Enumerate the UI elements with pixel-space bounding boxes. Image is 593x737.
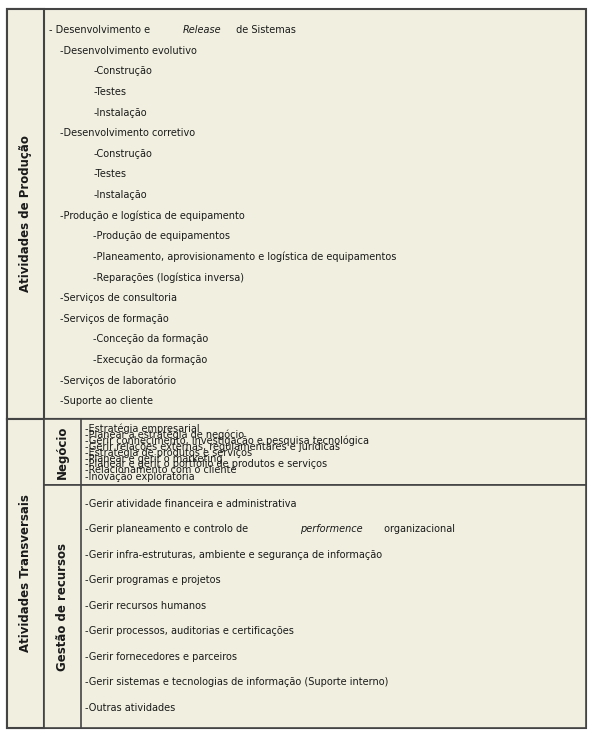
Text: -Serviços de consultoria: -Serviços de consultoria <box>60 293 177 303</box>
Text: -Construção: -Construção <box>93 66 152 77</box>
Text: -Gerir conhecimento, investigação e pesquisa tecnológica: -Gerir conhecimento, investigação e pesq… <box>85 436 369 446</box>
FancyBboxPatch shape <box>44 419 81 485</box>
Text: organizacional: organizacional <box>381 524 455 534</box>
Text: de Sistemas: de Sistemas <box>233 25 296 35</box>
Text: -Relacionamento com o cliente: -Relacionamento com o cliente <box>85 465 237 475</box>
FancyBboxPatch shape <box>44 419 586 485</box>
Text: -Planear e gerir o portfolio de produtos e serviços: -Planear e gerir o portfolio de produtos… <box>85 459 327 469</box>
Text: -Construção: -Construção <box>93 149 152 158</box>
FancyBboxPatch shape <box>7 419 44 728</box>
Text: -Gerir fornecedores e parceiros: -Gerir fornecedores e parceiros <box>85 652 237 662</box>
Text: -Gerir programas e projetos: -Gerir programas e projetos <box>85 576 221 585</box>
Text: -Serviços de formação: -Serviços de formação <box>60 313 169 324</box>
Text: -Gerir recursos humanos: -Gerir recursos humanos <box>85 601 206 611</box>
Text: -Outras atividades: -Outras atividades <box>85 703 176 713</box>
Text: -Gerir infra-estruturas, ambiente e segurança de informação: -Gerir infra-estruturas, ambiente e segu… <box>85 550 382 560</box>
Text: - Desenvolvimento e: - Desenvolvimento e <box>49 25 153 35</box>
Text: -Testes: -Testes <box>93 87 126 97</box>
Text: -Planeamento, aprovisionamento e logística de equipamentos: -Planeamento, aprovisionamento e logísti… <box>93 251 397 262</box>
Text: Gestão de recursos: Gestão de recursos <box>56 542 69 671</box>
Text: -Inovação exploratória: -Inovação exploratória <box>85 471 195 481</box>
Text: performence: performence <box>300 524 362 534</box>
Text: -Gerir sistemas e tecnologias de informação (Suporte interno): -Gerir sistemas e tecnologias de informa… <box>85 677 389 688</box>
Text: -Desenvolvimento evolutivo: -Desenvolvimento evolutivo <box>60 46 197 56</box>
Text: -Testes: -Testes <box>93 170 126 179</box>
Text: -Gerir atividade financeira e administrativa: -Gerir atividade financeira e administra… <box>85 499 297 509</box>
Text: -Instalação: -Instalação <box>93 108 146 118</box>
FancyBboxPatch shape <box>44 485 586 728</box>
Text: -Desenvolvimento corretivo: -Desenvolvimento corretivo <box>60 128 196 138</box>
Text: Negócio: Negócio <box>56 425 69 478</box>
Text: -Estratégia de produtos e serviços: -Estratégia de produtos e serviços <box>85 447 253 458</box>
Text: -Reparações (logística inversa): -Reparações (logística inversa) <box>93 272 244 282</box>
Text: -Gerir processos, auditorias e certificações: -Gerir processos, auditorias e certifica… <box>85 626 294 637</box>
Text: -Planear a estratégia de negócio: -Planear a estratégia de negócio <box>85 430 244 440</box>
Text: -Planear e gerir o marketing: -Planear e gerir o marketing <box>85 453 223 464</box>
FancyBboxPatch shape <box>7 419 586 728</box>
Text: -Estratégia empresarial: -Estratégia empresarial <box>85 424 200 434</box>
Text: Atividades de Produção: Atividades de Produção <box>19 136 32 292</box>
Text: -Gerir relações externas, regulamentares e jurídicas: -Gerir relações externas, regulamentares… <box>85 441 340 452</box>
FancyBboxPatch shape <box>44 485 81 728</box>
Text: -Serviços de laboratório: -Serviços de laboratório <box>60 375 177 385</box>
Text: -Instalação: -Instalação <box>93 190 146 200</box>
Text: -Suporte ao cliente: -Suporte ao cliente <box>60 396 154 406</box>
Text: -Gerir planeamento e controlo de: -Gerir planeamento e controlo de <box>85 524 251 534</box>
Text: -Conceção da formação: -Conceção da formação <box>93 334 208 344</box>
Text: -Produção e logística de equipamento: -Produção e logística de equipamento <box>60 210 246 221</box>
FancyBboxPatch shape <box>7 9 44 419</box>
FancyBboxPatch shape <box>7 9 586 419</box>
Text: -Produção de equipamentos: -Produção de equipamentos <box>93 231 230 241</box>
Text: Release: Release <box>183 25 222 35</box>
Text: -Execução da formação: -Execução da formação <box>93 354 208 365</box>
Text: Atividades Transversais: Atividades Transversais <box>19 495 32 652</box>
